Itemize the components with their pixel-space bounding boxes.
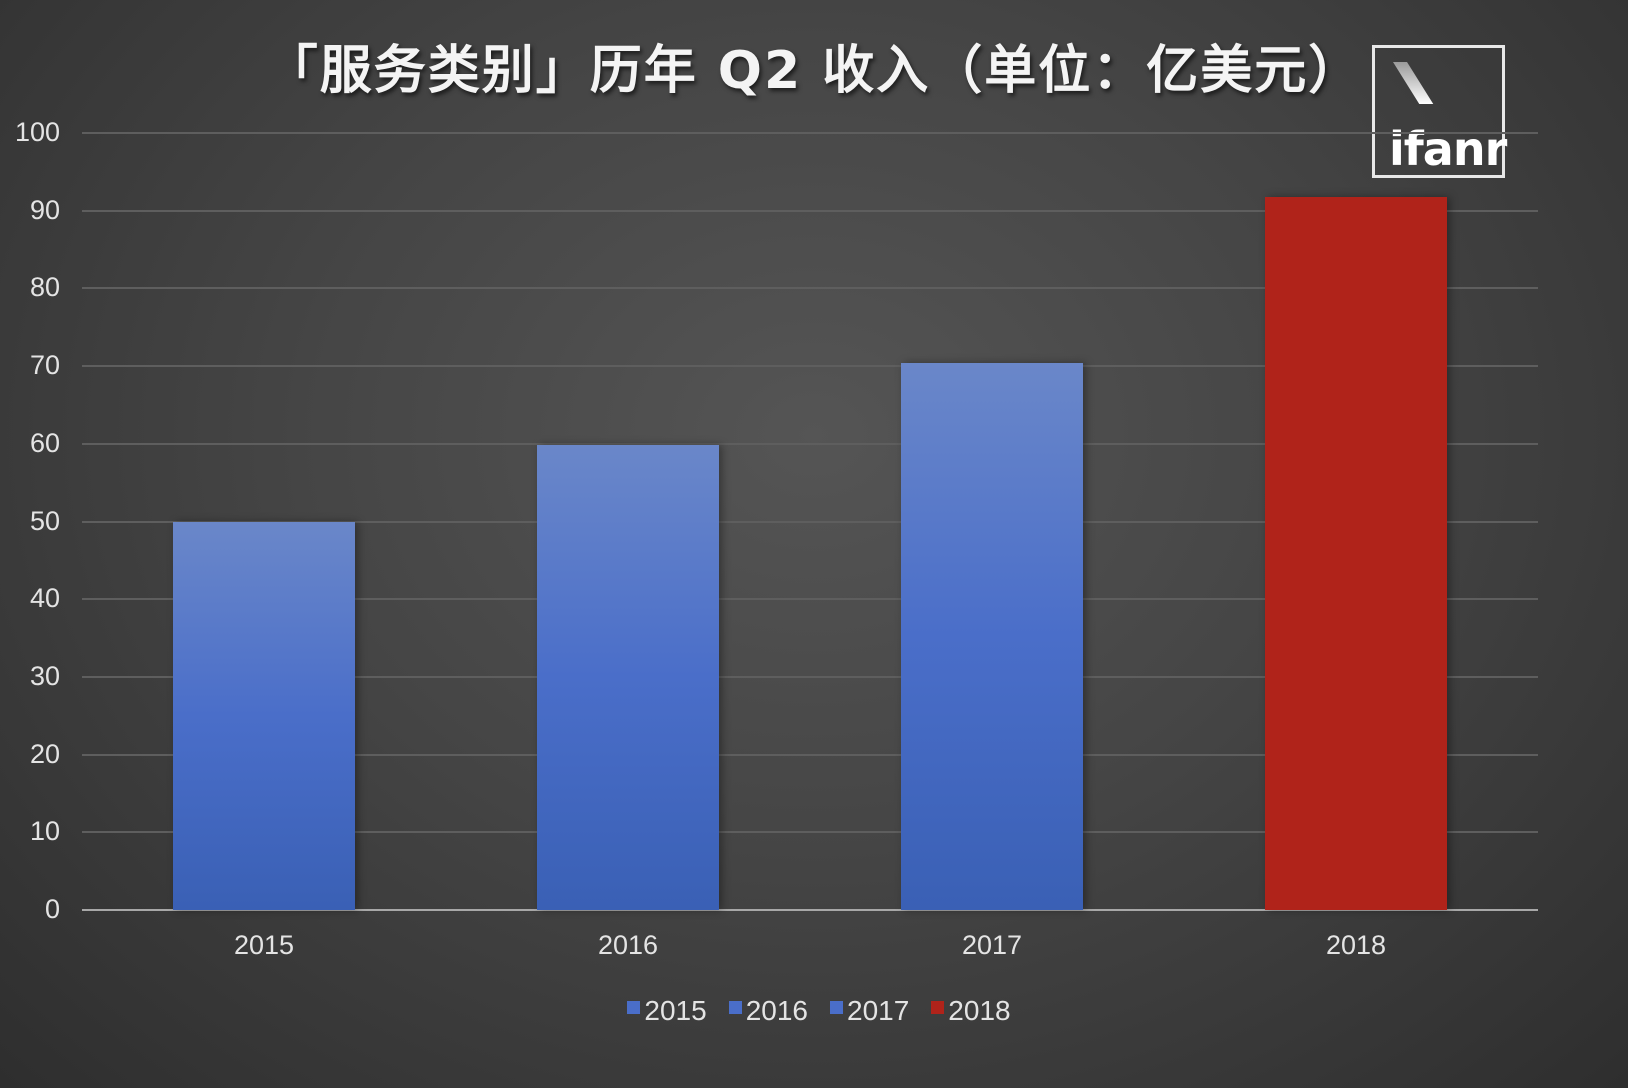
gridline (82, 598, 1538, 601)
logo-slash-icon (1393, 62, 1434, 104)
legend-swatch-icon (627, 1000, 641, 1014)
legend-swatch-icon (931, 1000, 945, 1014)
gridline (82, 831, 1538, 834)
y-tick-label: 40 (29, 583, 60, 614)
legend-label: 2017 (847, 995, 910, 1026)
y-tick-label: 100 (14, 117, 60, 147)
plot-area (82, 132, 1538, 911)
legend-item-2015: 2015 (627, 995, 707, 1027)
y-tick-label: 50 (29, 505, 60, 536)
bar-2017 (901, 362, 1083, 910)
legend-swatch-icon (830, 1000, 843, 1014)
y-tick-label: 70 (29, 350, 60, 381)
bar-2018 (1265, 197, 1447, 910)
x-tick-label: 2017 (961, 930, 1023, 960)
y-tick-label: 80 (29, 272, 60, 303)
legend-item-2018: 2018 (931, 995, 1011, 1027)
gridline (82, 365, 1538, 368)
gridline (82, 132, 1538, 134)
gridline (82, 287, 1538, 290)
legend-swatch-icon (728, 1000, 742, 1014)
legend-item-2016: 2016 (728, 995, 808, 1027)
x-axis-line (82, 909, 1538, 911)
legend-label: 2018 (948, 995, 1011, 1026)
legend-item-2017: 2017 (830, 995, 909, 1027)
legend-label: 2015 (644, 995, 707, 1026)
chart-title: 「服务类别」历年 Q2 收入（单位：亿美元） (265, 41, 1363, 101)
gridline (82, 520, 1538, 523)
ifanr-logo: ifanr (1372, 45, 1507, 178)
y-tick-label: 10 (29, 816, 60, 847)
gridline (82, 209, 1538, 212)
bar-2015 (173, 521, 355, 910)
y-tick-label: 60 (29, 427, 60, 458)
y-tick-label: 90 (29, 194, 60, 225)
gridline (82, 442, 1538, 445)
legend-label: 2016 (745, 995, 808, 1026)
x-tick-label: 2018 (1325, 930, 1387, 960)
bar-2016 (537, 445, 719, 910)
x-tick-label: 2016 (597, 930, 659, 960)
logo-wordmark: ifanr (1389, 122, 1507, 176)
gridline (82, 675, 1538, 678)
gridline (82, 753, 1538, 756)
y-tick-label: 0 (44, 894, 60, 924)
y-tick-label: 20 (29, 738, 60, 769)
x-tick-label: 2015 (233, 930, 295, 960)
y-tick-label: 30 (29, 660, 60, 691)
legend: 2015 2016 2017 2018 (0, 995, 1628, 1027)
